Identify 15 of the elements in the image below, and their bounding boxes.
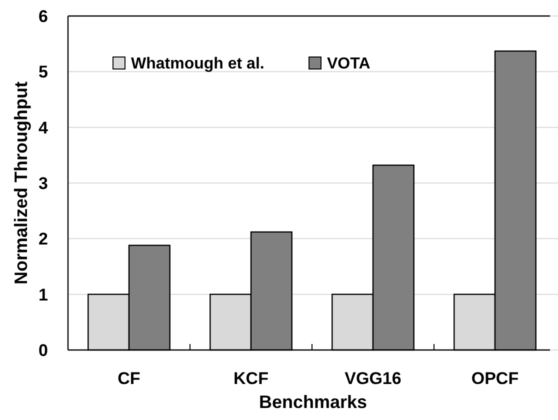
y-tick-label: 1: [38, 285, 48, 304]
x-tick-label: VGG16: [344, 368, 402, 388]
y-tick-label: 5: [38, 62, 48, 82]
x-axis-title: Benchmarks: [258, 392, 368, 412]
y-tick-label: 3: [38, 174, 48, 193]
x-tick-label: OPCF: [471, 368, 519, 388]
y-tick-label: 0: [38, 340, 48, 360]
y-tick-label: 6: [38, 6, 48, 26]
y-axis-title: Normalized Throughput: [11, 82, 31, 284]
legend-label: Whatmough et al.: [131, 56, 264, 73]
y-tick-label: 2: [38, 230, 48, 249]
legend-label: VOTA: [327, 56, 371, 73]
x-tick-label: CF: [118, 368, 140, 388]
x-tick-label: KCF: [234, 368, 268, 388]
y-tick-label: 4: [38, 118, 49, 138]
